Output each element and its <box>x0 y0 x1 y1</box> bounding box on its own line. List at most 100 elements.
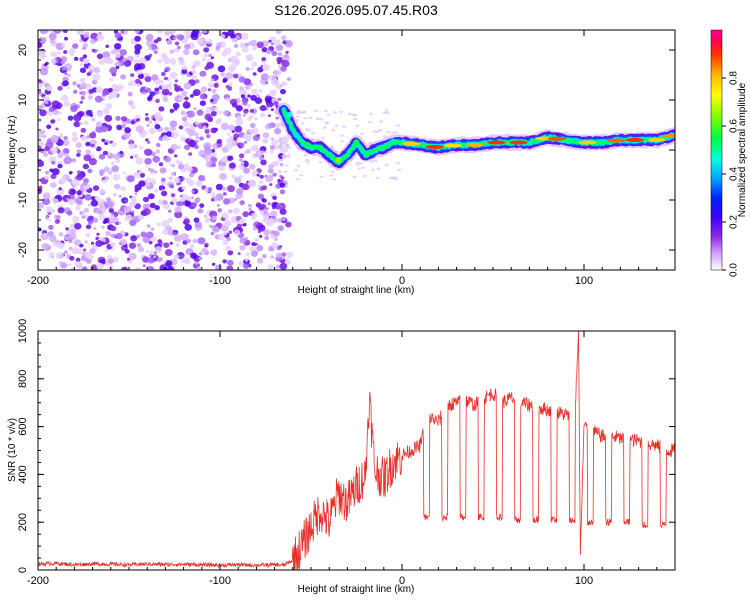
noise-blob <box>43 152 48 157</box>
noise-blob <box>217 233 225 241</box>
noise-blob <box>211 111 217 117</box>
noise-blob <box>166 137 171 141</box>
noise-blob <box>38 82 43 89</box>
noise-blob <box>192 238 198 244</box>
noise-blob <box>259 105 267 112</box>
noise-blob <box>126 257 131 261</box>
snr-xtick-label: -200 <box>27 575 49 587</box>
colorbar-tick-label: 0.8 <box>729 71 740 85</box>
noise-blob <box>57 207 65 214</box>
noise-blob <box>166 266 175 270</box>
noise-blob <box>260 159 267 166</box>
signal-peak <box>444 143 462 148</box>
noise-blob <box>81 215 86 219</box>
noise-blob <box>136 118 140 122</box>
noise-blob <box>83 120 89 126</box>
noise-blob <box>140 231 147 238</box>
noise-blob <box>235 105 243 112</box>
noise-blob <box>170 171 176 177</box>
faint-speck <box>361 166 366 169</box>
faint-speck <box>283 155 288 158</box>
noise-blob <box>92 73 101 81</box>
noise-blob <box>272 215 276 219</box>
noise-blob <box>279 208 287 215</box>
noise-blob <box>261 57 266 61</box>
noise-blob <box>56 255 61 259</box>
signal-peak <box>578 140 597 145</box>
noise-blob <box>201 57 207 62</box>
noise-blob <box>69 223 75 229</box>
noise-blob <box>202 125 207 129</box>
noise-blob <box>152 155 161 163</box>
noise-blob <box>211 215 217 221</box>
noise-blob <box>75 205 81 211</box>
noise-blob <box>194 121 199 126</box>
noise-blob <box>127 81 133 86</box>
noise-blob <box>160 180 167 186</box>
noise-blob <box>273 101 279 106</box>
noise-blob <box>275 252 282 259</box>
noise-blob <box>243 263 250 269</box>
noise-blob <box>186 238 192 244</box>
noise-blob <box>191 202 198 208</box>
figure-title: S126.2026.095.07.45.R03 <box>274 2 438 18</box>
noise-blob <box>167 217 174 223</box>
faint-speck <box>294 169 299 172</box>
noise-blob <box>163 57 171 65</box>
noise-blob <box>119 150 123 154</box>
noise-blob <box>227 250 234 256</box>
snr-ytick-label: 800 <box>17 370 29 388</box>
noise-blob <box>238 76 246 83</box>
noise-blob <box>87 168 93 174</box>
noise-blob <box>63 100 71 107</box>
faint-speck <box>396 124 400 127</box>
noise-blob <box>149 169 155 174</box>
faint-speck <box>375 177 380 180</box>
noise-blob <box>90 39 96 44</box>
noise-blob <box>48 251 55 258</box>
noise-blob <box>101 138 106 142</box>
signal-peak <box>509 140 528 145</box>
noise-blob <box>268 74 277 82</box>
noise-blob <box>219 172 227 181</box>
noise-blob <box>50 136 59 144</box>
noise-blob <box>107 255 112 260</box>
noise-blob <box>154 188 159 193</box>
noise-blob <box>71 131 78 137</box>
faint-speck <box>372 130 377 133</box>
noise-blob <box>119 49 127 56</box>
faint-speck <box>315 117 320 120</box>
noise-blob <box>80 95 86 100</box>
noise-blob <box>278 227 284 232</box>
noise-blob <box>38 80 43 84</box>
noise-blob <box>66 210 73 216</box>
noise-blob <box>252 72 257 76</box>
noise-blob <box>84 83 92 90</box>
noise-blob <box>257 193 265 200</box>
noise-blob <box>211 262 216 266</box>
noise-blob <box>275 116 279 120</box>
noise-blob <box>277 178 281 182</box>
noise-blob <box>63 148 70 154</box>
noise-blob <box>75 142 83 149</box>
faint-speck <box>342 125 347 128</box>
signal-blob <box>304 142 311 148</box>
noise-blob <box>259 150 265 155</box>
faint-speck <box>330 170 335 173</box>
noise-blob <box>98 214 106 221</box>
noise-blob <box>82 58 90 65</box>
noise-blob <box>85 232 91 238</box>
noise-blob <box>248 115 254 119</box>
noise-blob <box>192 30 200 36</box>
noise-blob <box>96 262 104 270</box>
noise-blob <box>79 91 83 95</box>
noise-blob <box>238 153 245 159</box>
noise-blob <box>162 228 170 235</box>
noise-blob <box>82 54 88 59</box>
noise-blob <box>111 141 117 147</box>
noise-blob <box>95 146 102 152</box>
noise-blob <box>136 243 142 248</box>
snr-ytick-label: 0 <box>17 567 29 573</box>
faint-speck <box>362 174 367 178</box>
